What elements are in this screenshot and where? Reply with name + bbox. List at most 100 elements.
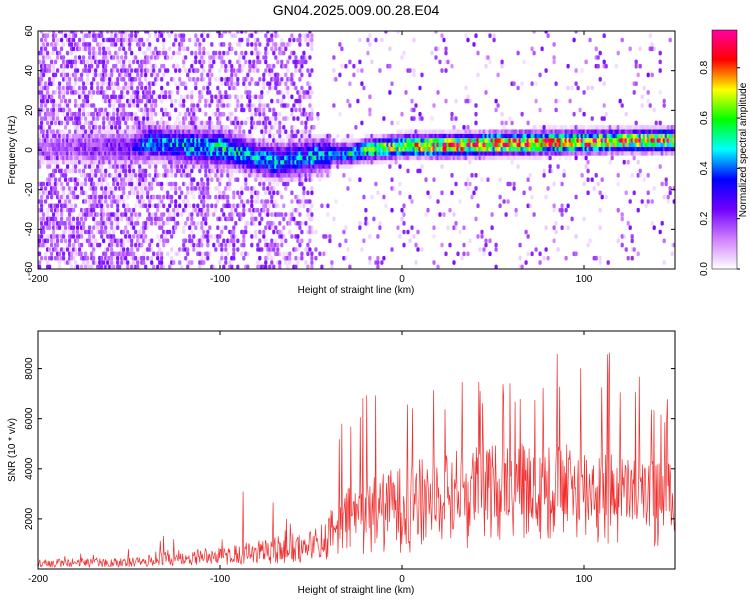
heatmap-cell	[358, 177, 362, 182]
heatmap-cell	[100, 168, 104, 174]
heatmap-cell	[240, 251, 244, 257]
heatmap-cell	[208, 81, 212, 86]
heatmap-cell	[58, 103, 62, 108]
heatmap-cell	[184, 68, 188, 73]
heatmap-cell	[202, 203, 206, 209]
heatmap-cell	[200, 33, 204, 38]
heatmap-cell	[476, 72, 480, 78]
heatmap-cell	[218, 68, 222, 73]
heatmap-cell	[52, 37, 56, 43]
heatmap-cell	[356, 98, 360, 104]
heatmap-cell	[38, 251, 42, 257]
heatmap-cell	[176, 164, 180, 169]
heatmap-cell	[160, 98, 164, 104]
heatmap-cell	[170, 255, 174, 261]
heatmap-cell	[102, 116, 106, 121]
heatmap-cell	[116, 33, 120, 38]
heatmap-cell	[264, 46, 268, 52]
heatmap-cell	[134, 242, 138, 248]
heatmap-cell	[178, 50, 182, 56]
heatmap-cell	[50, 177, 54, 182]
heatmap-cell	[86, 255, 90, 261]
heatmap-cell	[42, 125, 46, 130]
heatmap-cell	[290, 190, 294, 196]
heatmap-cell	[242, 207, 246, 213]
heatmap-cell	[160, 116, 164, 121]
heatmap-cell	[56, 68, 60, 73]
heatmap-cell	[232, 255, 236, 261]
heatmap-cell	[214, 247, 218, 252]
heatmap-cell	[240, 103, 244, 108]
heatmap-cell	[380, 260, 384, 265]
heatmap-cell	[94, 68, 98, 73]
heatmap-cell	[268, 120, 272, 126]
heatmap-cell	[112, 85, 116, 91]
heatmap-cell	[262, 81, 266, 86]
heatmap-cell	[182, 103, 186, 108]
heatmap-cell	[144, 63, 148, 69]
heatmap-cell	[170, 168, 174, 174]
heatmap-cell	[174, 98, 178, 104]
figure-title: GN04.2025.009.00.28.E04	[273, 2, 440, 18]
heatmap-cell	[128, 103, 132, 108]
heatmap-cell	[270, 37, 274, 43]
heatmap-cell	[46, 85, 50, 91]
heatmap-cell	[66, 194, 70, 200]
heatmap-cell	[362, 194, 366, 200]
heatmap-cell	[104, 251, 108, 257]
heatmap-cell	[256, 68, 260, 73]
heatmap-cell	[310, 225, 314, 230]
heatmap-cell	[232, 229, 236, 235]
heatmap-cell	[178, 194, 182, 200]
heatmap-cell	[494, 98, 498, 104]
heatmap-cell	[172, 77, 176, 82]
heatmap-cell	[182, 33, 186, 38]
heatmap-cell	[238, 63, 242, 69]
heatmap-cell	[162, 203, 166, 209]
heatmap-cell	[306, 42, 310, 47]
heatmap-cell	[402, 203, 406, 209]
heatmap-cell	[226, 251, 230, 257]
heatmap-cell	[74, 33, 78, 38]
heatmap-cell	[102, 260, 106, 265]
heatmap-cell	[482, 251, 486, 257]
heatmap-cell	[108, 50, 112, 56]
heatmap-cell	[284, 212, 288, 217]
heatmap-cell	[102, 81, 106, 86]
heatmap-cell	[140, 186, 144, 191]
heatmap-cell	[184, 55, 188, 60]
heatmap-cell	[200, 238, 204, 244]
heatmap-cell	[308, 85, 312, 91]
heatmap-cell	[324, 234, 328, 239]
heatmap-cell	[52, 111, 56, 117]
heatmap-cell	[182, 225, 186, 230]
heatmap-cell	[372, 216, 376, 222]
heatmap-cell	[156, 264, 160, 269]
heatmap-cell	[202, 46, 206, 52]
heatmap-cell	[216, 238, 220, 244]
heatmap-cell	[92, 242, 96, 248]
heatmap-cell	[178, 77, 182, 82]
heatmap-cell	[128, 59, 132, 65]
heatmap-cell	[64, 229, 68, 235]
heatmap-cell	[284, 238, 288, 244]
heatmap-cell	[78, 42, 82, 47]
heatmap-cell	[484, 242, 488, 248]
heatmap-cell	[224, 225, 228, 230]
heatmap-cell	[68, 129, 72, 134]
heatmap-cell	[298, 68, 302, 73]
heatmap-cell	[190, 90, 194, 95]
heatmap-cell	[50, 207, 54, 213]
heatmap-cell	[212, 212, 216, 217]
heatmap-cell	[228, 94, 232, 100]
heatmap-cell	[368, 42, 372, 47]
heatmap-cell	[130, 68, 134, 73]
heatmap-cell	[432, 177, 436, 182]
heatmap-cell	[62, 129, 66, 134]
heatmap-cell	[200, 255, 204, 261]
heatmap-cell	[308, 238, 312, 244]
heatmap-cell	[248, 107, 252, 113]
heatmap-cell	[104, 168, 108, 174]
heatmap-cell	[462, 125, 466, 130]
heatmap-cell	[116, 55, 120, 60]
